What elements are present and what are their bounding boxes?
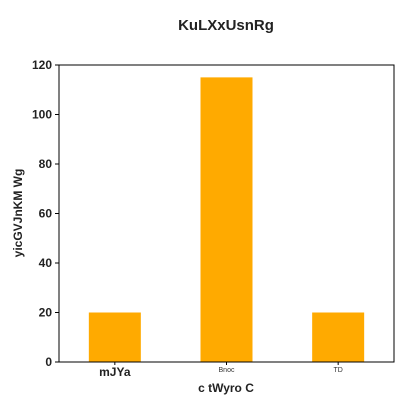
- y-tick-label: 40: [39, 256, 53, 270]
- y-axis: 0 20 40 60 80 100 120: [32, 58, 59, 369]
- bars-group: [88, 77, 365, 362]
- y-tick-label: 120: [32, 58, 52, 72]
- y-tick-label: 0: [45, 355, 52, 369]
- y-tick-label: 100: [32, 108, 52, 122]
- x-tick-label: mJYa: [99, 365, 131, 379]
- bar-TD: [312, 312, 365, 362]
- bar-Bnoc: [200, 77, 253, 362]
- x-tick-label: Bnoc: [219, 367, 235, 374]
- bar-mJYa: [88, 312, 141, 362]
- x-axis: mJYa Bnoc TD: [99, 362, 343, 379]
- y-tick-label: 80: [39, 157, 53, 171]
- x-axis-label: c tWyro C: [198, 381, 254, 395]
- x-tick-label: TD: [333, 367, 342, 374]
- y-tick-label: 60: [39, 207, 53, 221]
- y-tick-label: 20: [39, 306, 53, 320]
- y-axis-label: yicGVJnKM Wg: [11, 169, 25, 258]
- plot-frame: [58, 64, 395, 363]
- chart-title: KuLXxUsnRg: [178, 17, 274, 34]
